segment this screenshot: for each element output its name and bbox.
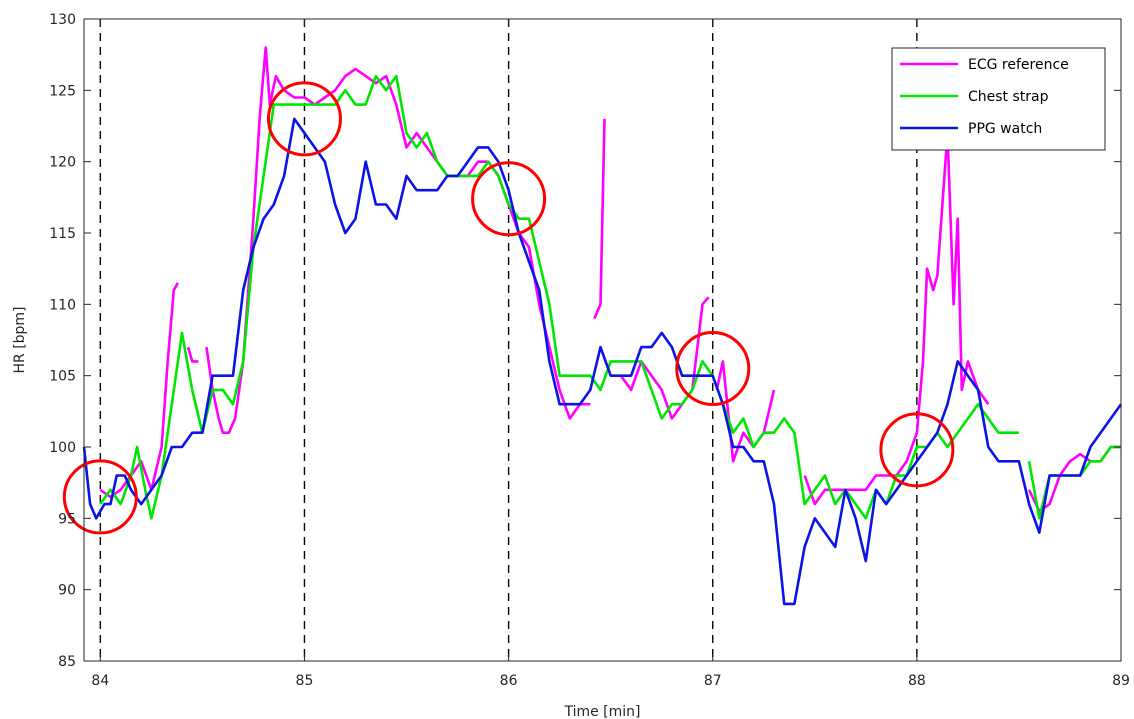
series-lines [82,46,1123,606]
series-line-ecg-reference-4 [619,296,710,420]
series-line-ecg-reference-3 [593,118,606,320]
series-line-ecg-reference-6 [803,131,990,506]
y-tick-label: 120 [49,155,76,171]
y-tick-label: 100 [49,440,76,456]
y-tick-label: 130 [49,12,76,28]
y-axis-label: HR [bpm] [12,306,28,373]
series-line-ecg-reference-1 [186,346,199,363]
y-tick-label: 90 [58,583,76,599]
series-line-ecg-reference-0 [99,282,180,499]
series-line-ppg-watch-0 [82,117,1123,606]
axis-ticks: 84 85 86 87 88 89 85 90 95 100 105 110 115 120 125 130 [49,12,1130,689]
legend: ECG reference Chest strap PPG watch [891,47,1106,151]
y-tick-label: 110 [49,297,76,313]
x-tick-label: 84 [91,673,109,689]
x-axis-label: Time [min] [563,704,640,719]
x-tick-label: 86 [500,673,518,689]
reference-vertical-lines [99,19,918,661]
y-tick-label: 125 [49,83,76,99]
highlight-circle-4 [879,412,955,488]
plot-frame [83,18,1122,662]
legend-label: PPG watch [968,121,1042,137]
x-tick-label: 89 [1112,673,1130,689]
y-tick-label: 105 [49,369,76,385]
x-tick-label: 88 [908,673,926,689]
legend-label: ECG reference [968,57,1069,73]
y-tick-label: 85 [58,654,76,670]
x-tick-label: 85 [296,673,314,689]
highlight-circles [62,81,955,535]
y-tick-label: 95 [58,511,76,527]
highlight-circle-2 [471,161,547,237]
highlight-circle-1 [266,81,342,157]
x-tick-label: 87 [704,673,722,689]
highlight-circle-3 [675,331,751,407]
y-tick-label: 115 [49,226,76,242]
highlight-circle-0 [62,459,138,535]
series-line-chest-strap-0 [99,74,1019,520]
legend-label: Chest strap [968,89,1049,105]
